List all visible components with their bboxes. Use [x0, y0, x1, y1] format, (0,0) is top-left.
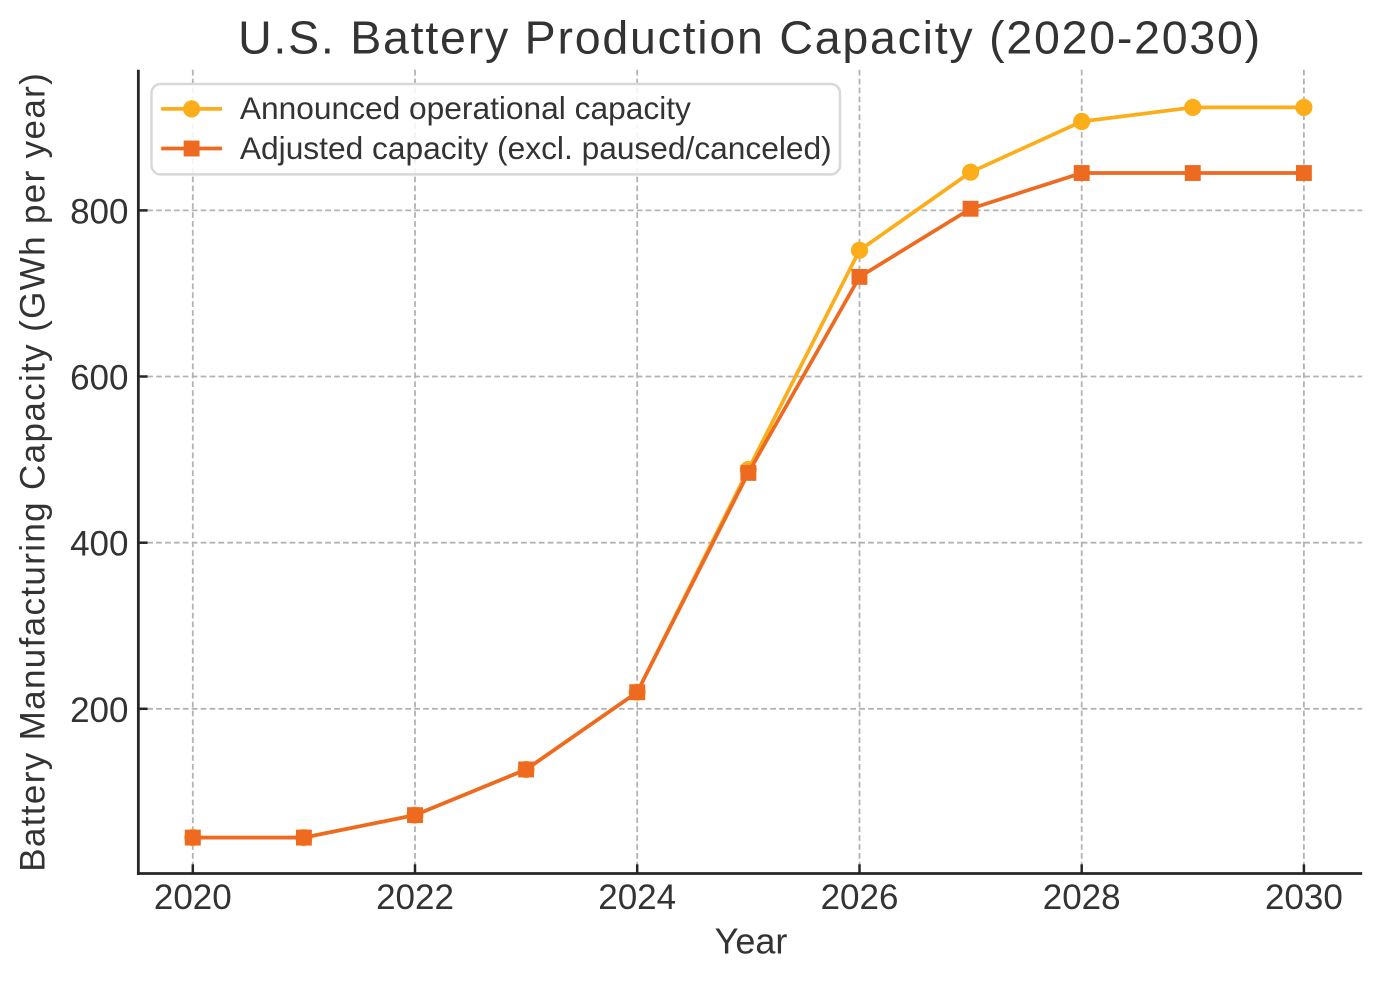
svg-text:Year: Year	[715, 920, 788, 961]
svg-text:200: 200	[70, 691, 128, 730]
svg-text:2026: 2026	[821, 878, 899, 917]
svg-text:Adjusted capacity (excl. pause: Adjusted capacity (excl. paused/canceled…	[240, 130, 832, 166]
svg-text:600: 600	[70, 359, 128, 398]
svg-text:2024: 2024	[598, 878, 676, 917]
svg-text:2028: 2028	[1043, 878, 1121, 917]
svg-text:800: 800	[70, 192, 128, 231]
svg-text:Announced operational capacity: Announced operational capacity	[240, 90, 691, 126]
svg-text:2030: 2030	[1265, 878, 1343, 917]
svg-text:Battery Manufacturing Capacity: Battery Manufacturing Capacity (GWh per …	[14, 72, 53, 872]
svg-text:U.S. Battery Production Capaci: U.S. Battery Production Capacity (2020-2…	[238, 12, 1262, 64]
svg-text:2020: 2020	[154, 878, 232, 917]
svg-text:400: 400	[70, 525, 128, 564]
svg-text:2022: 2022	[376, 878, 454, 917]
